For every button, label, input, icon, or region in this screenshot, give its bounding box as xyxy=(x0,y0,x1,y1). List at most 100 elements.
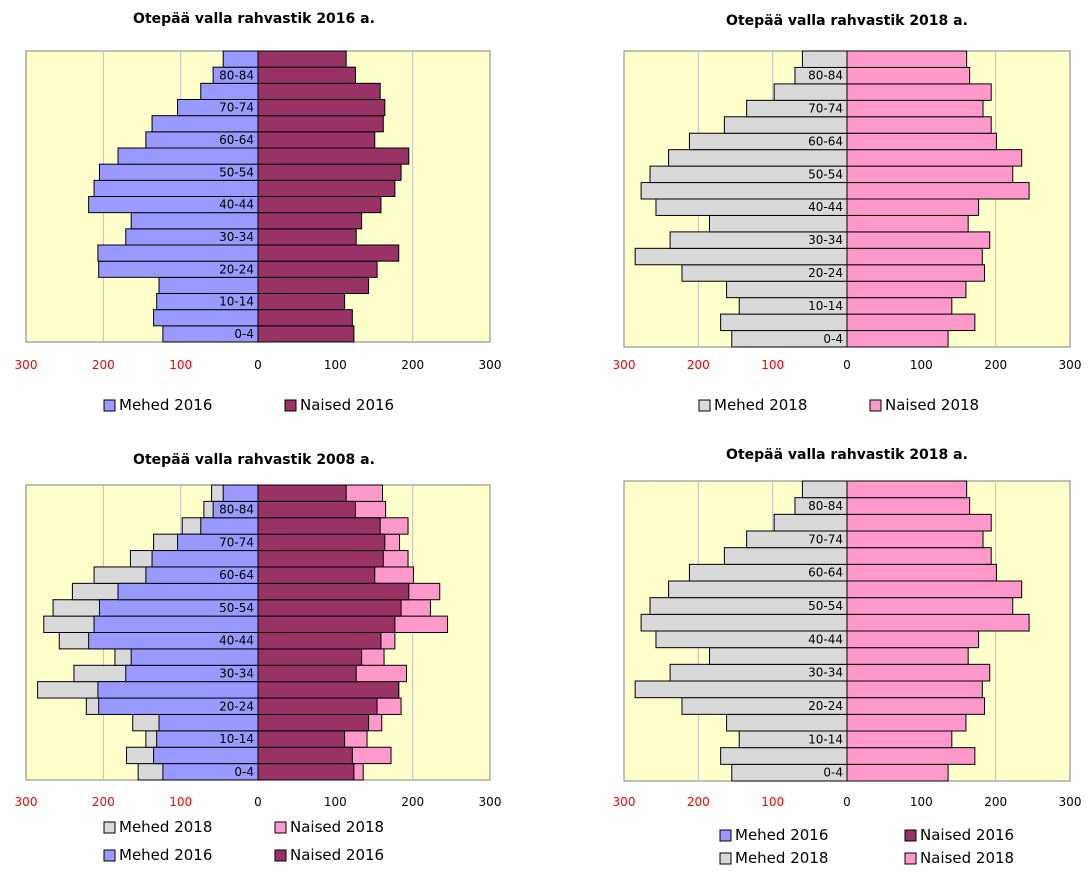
legend-swatch xyxy=(274,849,287,862)
legend-label: Mehed 2018 xyxy=(735,849,828,867)
bar-mehed-2016-85+ xyxy=(222,484,259,502)
bar-naised-2018-0-4 xyxy=(846,763,949,782)
x-tick-label: 300 xyxy=(1059,795,1082,809)
category-label: 50-54 xyxy=(808,167,843,181)
category-label: 80-84 xyxy=(808,69,843,83)
bar-naised-2018-75-79 xyxy=(846,513,992,532)
bar-naised-2016-60-64 xyxy=(257,131,376,149)
bar-mehed-2018-45-49 xyxy=(640,613,848,632)
chart-title: Otepää valla rahvastik 2018 a. xyxy=(726,13,968,29)
category-label: 10-14 xyxy=(219,732,254,746)
category-label: 40-44 xyxy=(808,200,843,214)
bar-naised-2016-0-4 xyxy=(257,763,355,781)
bar-naised-2018-85+ xyxy=(846,50,968,68)
bar-mehed-2018-85+ xyxy=(801,480,848,499)
legend-swatch xyxy=(274,821,287,834)
category-label: 0-4 xyxy=(234,765,254,779)
bar-naised-2018-60-64 xyxy=(846,132,997,151)
bar-naised-2018-30-34 xyxy=(846,663,991,682)
x-tick-label: 0 xyxy=(843,358,851,372)
bar-naised-2018-5-9 xyxy=(846,747,976,765)
bar-mehed-2018-65-69 xyxy=(723,116,848,134)
bar-naised-2018-50-54 xyxy=(846,165,1014,184)
category-label: 10-14 xyxy=(808,732,843,746)
bar-mehed-2018-85+ xyxy=(801,50,848,68)
bar-mehed-2018-25-29 xyxy=(634,247,848,266)
bar-naised-2018-35-39 xyxy=(846,647,969,665)
legend-label: Mehed 2016 xyxy=(735,826,828,844)
legend-swatch xyxy=(103,849,116,862)
bar-naised-2018-65-69 xyxy=(846,547,992,565)
category-label: 50-54 xyxy=(219,601,254,615)
x-tick-label: 0 xyxy=(254,795,262,809)
category-label: 20-24 xyxy=(219,699,254,713)
category-label: 30-34 xyxy=(219,230,254,244)
bar-mehed-2016-55-59 xyxy=(117,582,259,601)
bar-naised-2016-25-29 xyxy=(257,681,400,699)
x-tick-label: 200 xyxy=(984,358,1007,372)
bar-naised-2016-15-19 xyxy=(257,713,370,732)
category-label: 60-64 xyxy=(219,133,254,147)
x-tick-label: 0 xyxy=(843,795,851,809)
bar-mehed-2016-5-9 xyxy=(153,309,259,327)
bar-mehed-2016-65-69 xyxy=(151,550,259,568)
category-label: 80-84 xyxy=(219,68,254,82)
bar-naised-2016-20-24 xyxy=(257,697,378,715)
category-label: 40-44 xyxy=(808,632,843,646)
bar-mehed-2016-45-49 xyxy=(93,179,259,197)
x-tick-label: 200 xyxy=(401,795,424,809)
x-tick-label: 100 xyxy=(761,358,784,372)
bar-naised-2016-85+ xyxy=(257,50,347,68)
bar-naised-2016-45-49 xyxy=(257,615,396,633)
pyramid-chart-4: Otepää valla rahvastik 2018 a. 0-4 10-14 20… xyxy=(613,447,1082,867)
bar-mehed-2016-85+ xyxy=(222,50,259,68)
bar-naised-2018-10-14 xyxy=(846,730,953,749)
bar-mehed-2016-15-19 xyxy=(158,276,259,295)
legend-label: Mehed 2018 xyxy=(119,818,212,836)
x-tick-label: 300 xyxy=(479,358,502,372)
bar-naised-2018-85+ xyxy=(846,480,968,499)
bar-naised-2016-65-69 xyxy=(257,115,384,133)
x-tick-label: 300 xyxy=(15,358,38,372)
x-tick-label: 100 xyxy=(169,358,192,372)
bar-naised-2016-45-49 xyxy=(257,179,396,197)
legend-swatch xyxy=(284,399,297,412)
bar-naised-2016-30-34 xyxy=(257,664,357,683)
bar-naised-2016-0-4 xyxy=(257,325,355,343)
x-tick-label: 100 xyxy=(324,795,347,809)
bar-naised-2018-40-44 xyxy=(846,198,980,216)
bar-naised-2016-80-84 xyxy=(257,66,356,84)
bar-mehed-2018-65-69 xyxy=(723,547,848,565)
bar-mehed-2018-5-9 xyxy=(720,747,848,765)
pyramid-chart-2: Otepää valla rahvastik 2018 a. 0-4 10-14 20… xyxy=(613,13,1082,414)
bar-naised-2016-30-34 xyxy=(257,228,357,246)
legend-label: Mehed 2016 xyxy=(119,846,212,864)
x-tick-label: 200 xyxy=(92,795,115,809)
bar-naised-2016-75-79 xyxy=(257,517,381,535)
bar-naised-2018-20-24 xyxy=(846,697,986,715)
category-label: 60-64 xyxy=(808,134,843,148)
bar-mehed-2018-75-79 xyxy=(773,513,848,532)
pyramid-chart-3: Otepää valla rahvastik 2008 a. 0-4 10-14 20… xyxy=(15,452,502,864)
bar-naised-2018-80-84 xyxy=(846,66,971,85)
bar-mehed-2016-35-39 xyxy=(130,212,259,230)
bar-naised-2016-25-29 xyxy=(257,244,400,262)
bar-naised-2018-5-9 xyxy=(846,313,976,332)
legend-label: Naised 2016 xyxy=(290,846,384,864)
category-label: 50-54 xyxy=(808,599,843,613)
bar-mehed-2018-75-79 xyxy=(773,83,848,101)
bar-naised-2018-75-79 xyxy=(846,83,992,101)
bar-naised-2016-5-9 xyxy=(257,309,353,327)
x-tick-label: 300 xyxy=(613,795,636,809)
bar-naised-2018-10-14 xyxy=(846,297,953,315)
category-label: 80-84 xyxy=(808,499,843,513)
bar-mehed-2016-65-69 xyxy=(151,115,259,133)
category-label: 70-74 xyxy=(219,101,254,115)
bar-naised-2016-65-69 xyxy=(257,550,384,568)
bar-naised-2018-55-59 xyxy=(846,580,1023,599)
bar-naised-2016-20-24 xyxy=(257,260,378,278)
bar-naised-2018-25-29 xyxy=(846,680,983,699)
bar-mehed-2016-55-59 xyxy=(117,147,259,165)
legend-swatch xyxy=(904,852,917,865)
bar-naised-2016-55-59 xyxy=(257,147,410,165)
